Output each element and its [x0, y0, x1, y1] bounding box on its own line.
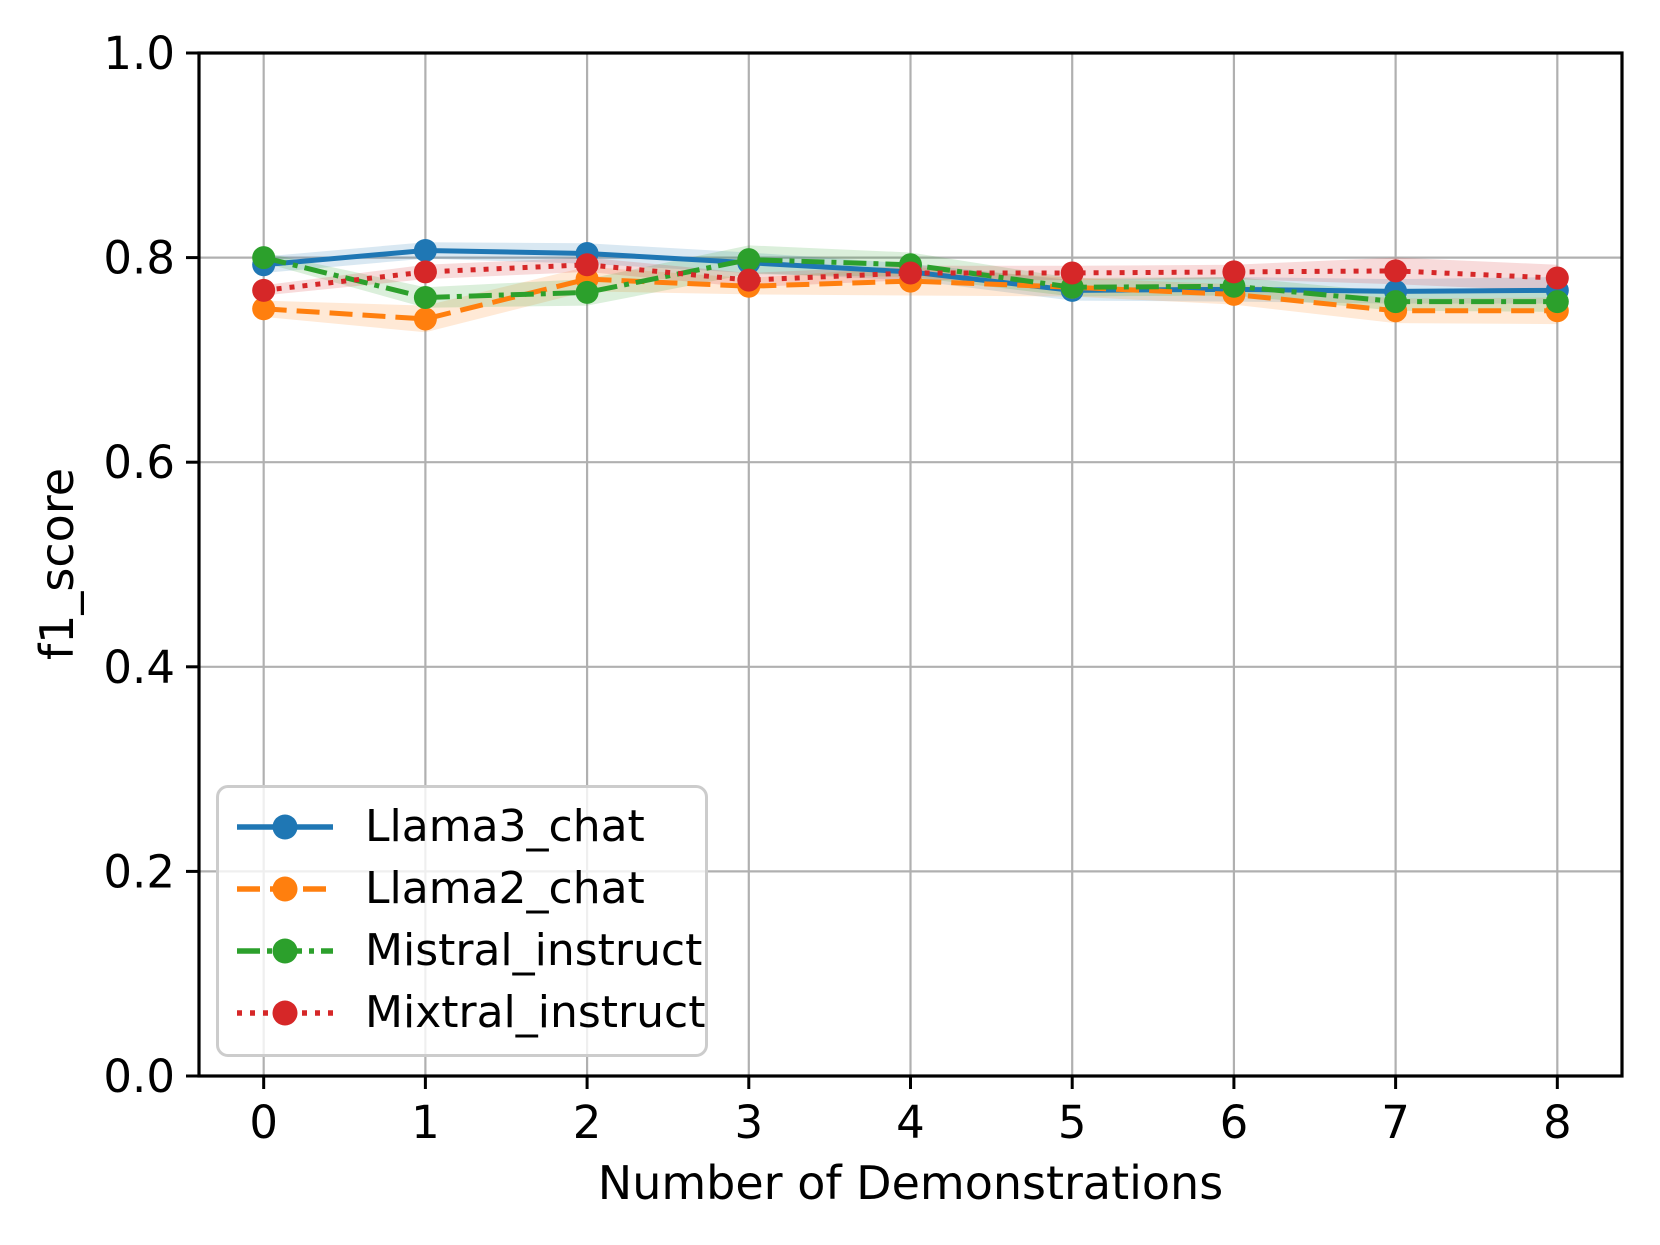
legend-label-llama2-chat: Llama2_chat: [365, 863, 645, 914]
series-marker-Mixtral_instruct: [1545, 266, 1569, 290]
series-marker-Mistral_instruct: [252, 246, 276, 270]
series-marker-Mixtral_instruct: [737, 268, 761, 292]
legend: Llama3_chat Llama2_chat Mistral_instruct…: [216, 785, 708, 1057]
legend-item-mixtral-instruct: Mixtral_instruct: [235, 982, 705, 1044]
series-marker-Mixtral_instruct: [413, 260, 437, 284]
series-line-Llama2_chat: [263, 276, 1558, 322]
x-tick-label: 3: [734, 1096, 763, 1149]
series-marker-Mixtral_instruct: [252, 278, 276, 302]
x-tick-label: 1: [411, 1096, 440, 1149]
legend-sample-marker-icon: [272, 938, 298, 964]
y-tick-label: 0.6: [103, 436, 175, 489]
legend-sample-marker-icon: [272, 1000, 298, 1026]
legend-line-sample-mistral-instruct: [237, 938, 333, 964]
series-marker-Mistral_instruct: [575, 280, 599, 304]
legend-label-mixtral-instruct: Mixtral_instruct: [365, 987, 706, 1038]
y-tick-label: 1.0: [103, 27, 175, 80]
x-axis-label: Number of Demonstrations: [597, 1156, 1224, 1210]
y-tick-label: 0.4: [103, 641, 175, 694]
series-marker-Mistral_instruct: [737, 248, 761, 272]
series-marker-Llama3_chat: [413, 238, 437, 262]
series-marker-Mixtral_instruct: [1222, 260, 1246, 284]
legend-item-llama2-chat: Llama2_chat: [235, 858, 695, 920]
y-tick-label: 0.8: [103, 232, 175, 285]
legend-sample-marker-icon: [272, 876, 298, 902]
x-tick-label: 0: [249, 1096, 278, 1149]
series-line-Mistral_instruct: [263, 255, 1558, 305]
x-tick-label: 4: [896, 1096, 925, 1149]
x-tick-label: 2: [573, 1096, 602, 1149]
x-tick-label: 7: [1381, 1096, 1410, 1149]
x-tick-label: 8: [1543, 1096, 1572, 1149]
series-marker-Llama2_chat: [413, 307, 437, 331]
x-tick-label: 5: [1058, 1096, 1087, 1149]
series-marker-Mixtral_instruct: [1060, 261, 1084, 285]
y-tick-label: 0.0: [103, 1050, 175, 1103]
legend-line-sample-llama2-chat: [237, 876, 333, 902]
series-line-Mixtral_instruct: [263, 262, 1558, 293]
y-axis-label: f1_score: [30, 467, 84, 661]
legend-label-mistral-instruct: Mistral_instruct: [365, 925, 703, 976]
series-marker-Mistral_instruct: [1384, 290, 1408, 314]
y-tick-label: 0.2: [103, 845, 175, 898]
series-marker-Mistral_instruct: [1545, 290, 1569, 314]
legend-line-sample-mixtral-instruct: [237, 1000, 333, 1026]
series-marker-Llama2_chat: [252, 297, 276, 321]
series-marker-Mixtral_instruct: [899, 261, 922, 285]
x-tick-label: 6: [1220, 1096, 1249, 1149]
series-marker-Mixtral_instruct: [575, 253, 599, 277]
legend-label-llama3-chat: Llama3_chat: [365, 801, 645, 852]
series-marker-Mixtral_instruct: [1384, 259, 1408, 283]
series-marker-Mistral_instruct: [413, 285, 437, 309]
legend-item-mistral-instruct: Mistral_instruct: [235, 920, 702, 982]
legend-item-llama3-chat: Llama3_chat: [235, 796, 695, 858]
legend-line-sample-llama3-chat: [237, 814, 333, 840]
legend-sample-marker-icon: [272, 814, 298, 840]
